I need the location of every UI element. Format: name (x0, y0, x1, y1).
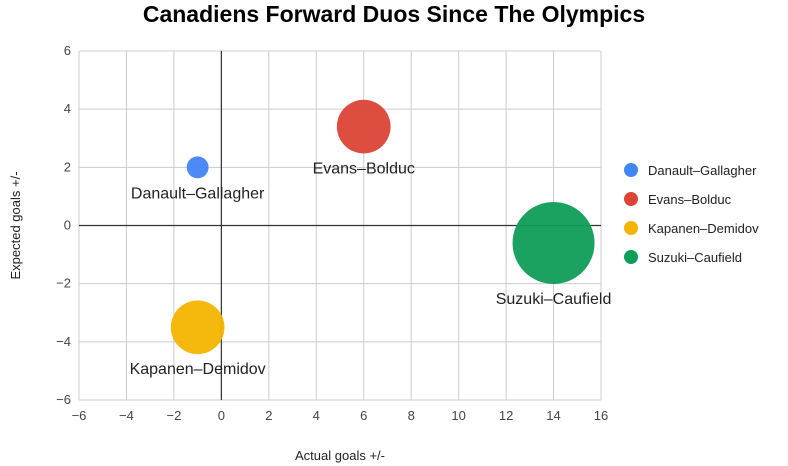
bubble-label: Kapanen–Demidov (130, 361, 266, 378)
legend: Danault–Gallagher Evans–Bolduc Kapanen–Dem… (624, 163, 759, 265)
legend-entry: Suzuki–Caufield (648, 250, 742, 265)
y-tick-labels: −6 −4 −2 0 2 4 6 (56, 43, 71, 407)
bubble-1 (336, 99, 391, 154)
legend-entry: Evans–Bolduc (648, 192, 732, 207)
legend-marker (624, 250, 638, 264)
legend-marker (624, 221, 638, 235)
legend-entry: Kapanen–Demidov (648, 221, 759, 236)
x-tick-label: 8 (408, 408, 415, 423)
bubble-2 (170, 300, 225, 355)
x-tick-labels: −6 −4 −2 0 2 4 6 8 10 12 14 16 (72, 408, 609, 423)
bubble-0 (186, 156, 209, 179)
bubble-3 (512, 201, 595, 284)
bubble-label: Suzuki–Caufield (496, 291, 612, 308)
x-tick-label: 12 (499, 408, 513, 423)
y-tick-label: 2 (64, 159, 71, 174)
legend-marker (624, 192, 638, 206)
y-tick-label: 6 (64, 43, 71, 58)
y-tick-label: −6 (56, 392, 71, 407)
x-tick-label: 4 (313, 408, 320, 423)
bubble-labels: Danault–Gallagher Evans–Bolduc Kapanen–Dem… (130, 160, 612, 378)
bubble-label: Evans–Bolduc (313, 160, 415, 177)
x-tick-label: −2 (166, 408, 181, 423)
x-tick-label: 2 (265, 408, 272, 423)
x-tick-label: 16 (594, 408, 608, 423)
bubble-label: Danault–Gallagher (131, 185, 265, 202)
x-tick-label: 14 (546, 408, 560, 423)
legend-marker (624, 163, 638, 177)
y-tick-label: −4 (56, 334, 71, 349)
x-tick-label: 6 (360, 408, 367, 423)
y-tick-label: −2 (56, 276, 71, 291)
chart-title: Canadiens Forward Duos Since The Olympic… (142, 1, 646, 27)
y-axis-label: Expected goals +/- (8, 171, 23, 279)
x-tick-label: 0 (218, 408, 225, 423)
bubbles (170, 99, 595, 355)
y-tick-label: 0 (64, 218, 71, 233)
x-tick-label: 10 (451, 408, 465, 423)
x-tick-label: −6 (72, 408, 87, 423)
x-axis-label: Actual goals +/- (295, 448, 385, 463)
y-tick-label: 4 (64, 101, 71, 116)
x-tick-label: −4 (119, 408, 134, 423)
zero-lines (79, 51, 601, 400)
legend-entry: Danault–Gallagher (648, 163, 757, 178)
